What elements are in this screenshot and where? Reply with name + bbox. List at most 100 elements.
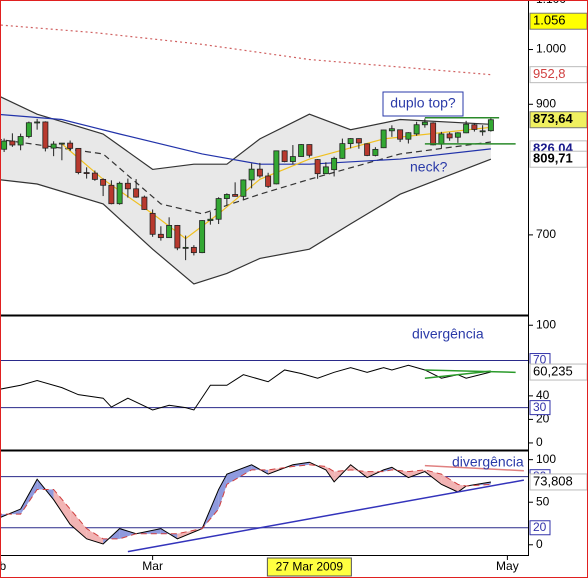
candle-body [454, 132, 461, 138]
candle-body [347, 138, 354, 145]
overlay-line [0, 158, 492, 285]
candle-body [9, 140, 16, 146]
annotation: neck? [410, 159, 448, 175]
candle-body [355, 138, 362, 144]
trend-line [424, 370, 491, 379]
candle-body [141, 196, 148, 210]
value-label: 73,808 [533, 473, 573, 488]
candle-body [463, 123, 470, 134]
candle-body [42, 121, 49, 149]
candle-body [339, 143, 346, 159]
candle-body [273, 150, 280, 185]
candle-body [199, 220, 206, 254]
fill-between [441, 474, 458, 493]
value-label: 60,235 [533, 363, 573, 378]
y-tick-label: 0 [536, 435, 543, 449]
level-label: 70 [533, 353, 547, 367]
y-tick-label: 1.100 [536, 0, 566, 6]
value-label: 873,64 [533, 111, 574, 126]
candle-body [75, 147, 82, 173]
y-tick-label: 0 [536, 537, 543, 551]
level-label: 20 [533, 520, 547, 534]
candle-body [265, 175, 272, 187]
candle-body [380, 129, 387, 149]
candle-body [83, 172, 90, 174]
candle-body [248, 168, 255, 181]
trend-line [127, 479, 525, 553]
fill-between [70, 509, 87, 539]
candle-body [25, 122, 32, 137]
candle-body [438, 133, 445, 145]
overlay-line [0, 24, 491, 76]
y-tick-label: 100 [536, 452, 556, 466]
candle-body [1, 140, 8, 150]
candle-body [256, 168, 263, 177]
candle-body [479, 130, 486, 133]
candle-body [17, 136, 24, 146]
candle-body [232, 194, 239, 197]
fill-between [218, 474, 227, 510]
candle-body [430, 122, 437, 146]
annotation: divergência [412, 326, 484, 342]
trend-line [424, 369, 516, 374]
candle-body [223, 194, 230, 199]
candle-body [421, 121, 428, 126]
value-label: 809,71 [533, 151, 573, 166]
y-tick-label: 40 [536, 388, 550, 402]
candle-body [166, 225, 173, 239]
candle-body [149, 212, 156, 235]
candle-body [124, 182, 131, 190]
candle-body [298, 144, 305, 157]
candle-body [91, 172, 98, 180]
candle-body [314, 159, 321, 175]
candle-body [108, 184, 115, 205]
candle-body [100, 178, 107, 186]
annotation: duplo top? [390, 95, 456, 111]
x-tick-label: Mar [142, 559, 163, 573]
candle-body [405, 132, 412, 140]
level-box [529, 400, 551, 416]
candle-body [331, 157, 338, 171]
candle-body [289, 156, 296, 162]
panel [0, 360, 528, 411]
annotation: divergência [452, 454, 524, 470]
fill-between [20, 479, 38, 515]
panel [0, 461, 528, 545]
candle-body [174, 225, 181, 249]
candle-body [372, 148, 379, 156]
candle-body [487, 119, 494, 132]
trend-line [424, 464, 524, 472]
y-tick-label: 100 [536, 317, 556, 331]
y-tick-label: 1.000 [536, 42, 566, 56]
x-tick-label: Feb [0, 559, 7, 573]
candle-body [58, 142, 65, 145]
candle-body [446, 133, 453, 139]
value-label: 1.056 [533, 13, 566, 28]
candle-body [215, 198, 222, 220]
candle-body [67, 142, 74, 149]
candle-body [306, 144, 313, 156]
candle-body [207, 218, 214, 221]
series-line [0, 364, 492, 411]
candle-body [157, 233, 164, 239]
candle-body [182, 246, 189, 249]
candle-body [397, 129, 404, 140]
candle-body [364, 143, 371, 156]
overlay-line [0, 138, 491, 215]
crosshair-label: 27 Mar 2009 [276, 560, 344, 574]
candle-body [471, 124, 478, 130]
level-label: 30 [533, 400, 547, 414]
overlay-line [0, 95, 491, 171]
candle-body [190, 246, 197, 254]
y-tick-label: 50 [536, 494, 550, 508]
annotation-box [382, 91, 464, 117]
fill-between [119, 528, 137, 539]
candle-body [240, 179, 247, 197]
fill-between [226, 464, 252, 485]
overlay-line [0, 113, 491, 165]
candle-body [281, 150, 288, 162]
fill-between [86, 528, 104, 544]
